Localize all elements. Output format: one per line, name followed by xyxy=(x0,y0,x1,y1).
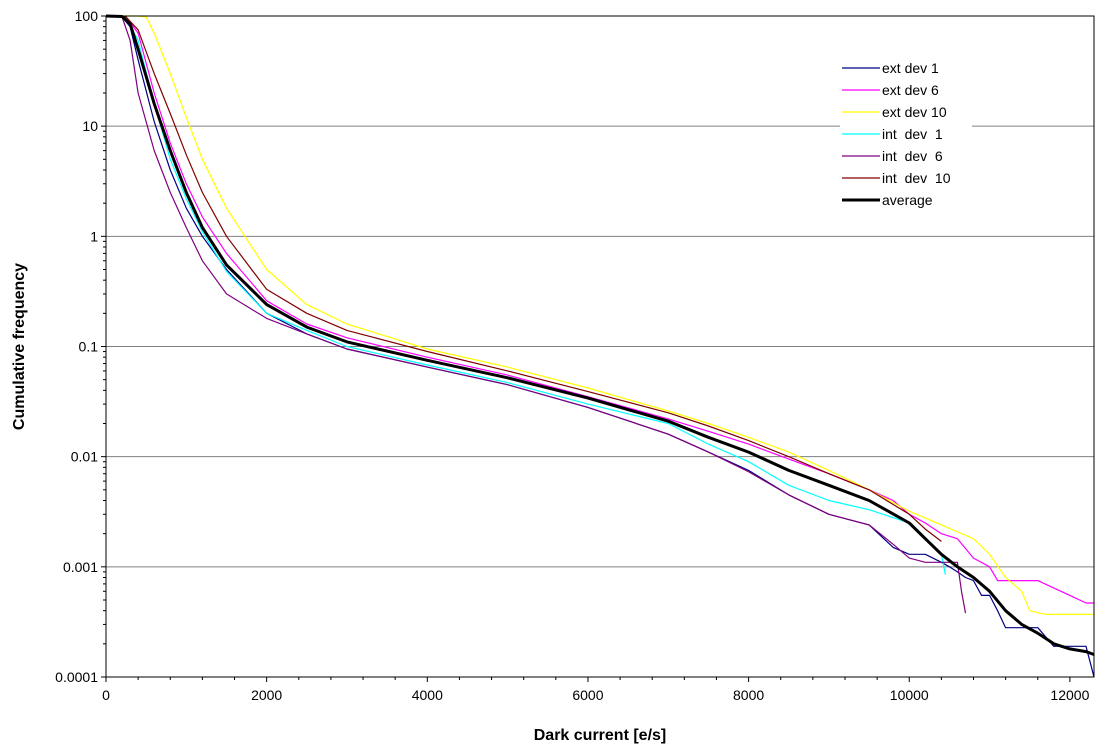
series-line-ext-dev-10 xyxy=(106,15,1094,616)
x-tick-label: 4000 xyxy=(412,687,443,703)
legend: ext dev 1 ext dev 6 ext dev 10 int dev 1 int… xyxy=(840,54,972,218)
series-lines xyxy=(105,14,1095,678)
legend-label: int dev 10 xyxy=(882,170,951,186)
series-line-int-dev-1 xyxy=(105,15,946,575)
y-tick-label: 10 xyxy=(82,118,98,134)
series-line-average xyxy=(105,14,1095,656)
x-tick-label: 6000 xyxy=(572,687,603,703)
x-tick-label: 10000 xyxy=(890,687,929,703)
x-tick-label: 2000 xyxy=(251,687,282,703)
x-tick-label: 12000 xyxy=(1050,687,1089,703)
y-axis-title: Cumulative frequency xyxy=(11,263,28,430)
x-axis-ticks: 0 2000 4000 6000 8000 10000 12000 xyxy=(102,677,1090,703)
legend-label: int dev 6 xyxy=(882,148,943,164)
x-axis-title: Dark current [e/s] xyxy=(534,727,667,744)
legend-label: int dev 1 xyxy=(882,126,943,142)
series-line-int-dev-6 xyxy=(105,15,967,614)
x-tick-label: 8000 xyxy=(733,687,764,703)
x-tick-label: 0 xyxy=(102,687,110,703)
legend-label: ext dev 1 xyxy=(882,60,939,76)
series-line-int-dev-10 xyxy=(105,15,942,542)
legend-label: ext dev 6 xyxy=(882,82,939,98)
y-axis-ticks: 100 10 1 0.1 0.01 0.001 0.0001 xyxy=(55,8,106,685)
series-line-ext-dev-6 xyxy=(105,15,1094,604)
y-tick-label: 0.1 xyxy=(79,339,99,355)
y-tick-label: 0.01 xyxy=(71,449,98,465)
legend-label: average xyxy=(882,192,933,208)
y-tick-label: 1 xyxy=(90,228,98,244)
y-tick-label: 100 xyxy=(75,8,99,24)
legend-label: ext dev 10 xyxy=(882,104,947,120)
y-tick-label: 0.001 xyxy=(63,559,98,575)
y-tick-label: 0.0001 xyxy=(55,669,98,685)
legend-box xyxy=(840,54,972,218)
